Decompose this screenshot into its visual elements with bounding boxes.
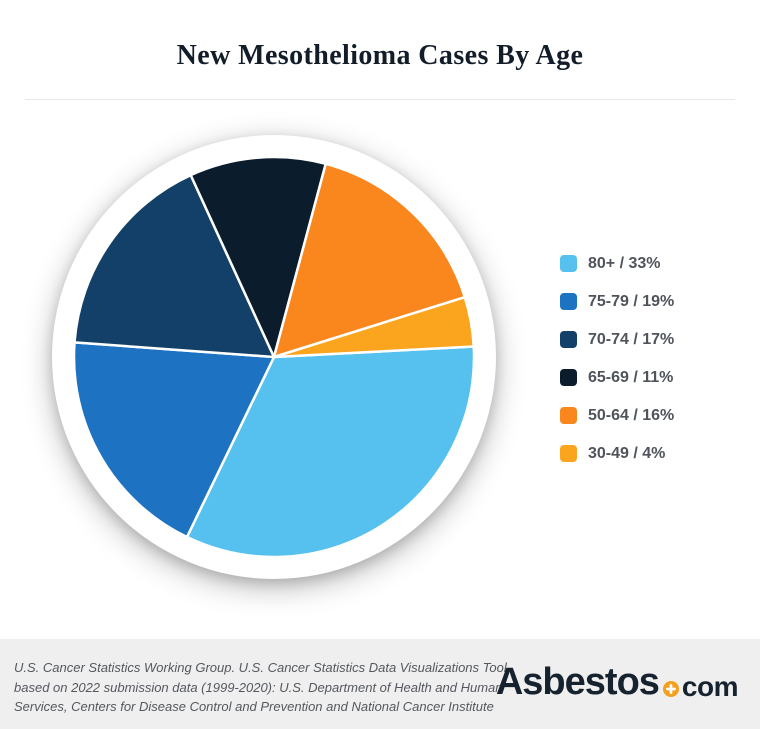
- title-divider: [25, 99, 735, 100]
- footer: U.S. Cancer Statistics Working Group. U.…: [0, 639, 760, 729]
- legend-swatch-icon: [560, 331, 577, 348]
- legend-swatch-icon: [560, 445, 577, 462]
- attribution-line: Services, Centers for Disease Control an…: [14, 699, 494, 714]
- legend-item-70-74: 70-74 / 17%: [560, 331, 674, 348]
- legend-item-30-49: 30-49 / 4%: [560, 445, 674, 462]
- legend-item-75-79: 75-79 / 19%: [560, 293, 674, 310]
- attribution-text: U.S. Cancer Statistics Working Group. U.…: [14, 658, 510, 717]
- attribution-line: U.S. Cancer Statistics Working Group. U.…: [14, 660, 511, 675]
- legend-swatch-icon: [560, 293, 577, 310]
- pie-slice-50-64: [272, 162, 467, 359]
- legend-label: 30-49 / 4%: [588, 444, 666, 462]
- pie-chart: [72, 155, 476, 559]
- legend-swatch-icon: [560, 369, 577, 386]
- pie-slice-30-49: [272, 295, 475, 359]
- legend-label: 80+ / 33%: [588, 254, 661, 272]
- pie-slice-65-69: [189, 155, 328, 359]
- legend-swatch-icon: [560, 255, 577, 272]
- attribution-line: based on 2022 submission data (1999-2020…: [14, 679, 503, 695]
- legend-label: 50-64 / 16%: [588, 406, 675, 424]
- logo-tld-text: com: [681, 671, 739, 703]
- pie-slice-70-74: [73, 173, 276, 359]
- legend-label: 75-79 / 19%: [588, 292, 675, 310]
- legend-item-65-69: 65-69 / 11%: [560, 369, 674, 386]
- legend-label: 65-69 / 11%: [588, 368, 674, 386]
- legend-label: 70-74 / 17%: [588, 330, 675, 348]
- legend-item-50-64: 50-64 / 16%: [560, 407, 674, 424]
- logo-brand-text: Asbestos: [495, 661, 660, 703]
- legend-item-80+: 80+ / 33%: [560, 255, 674, 272]
- legend: 80+ / 33% 75-79 / 19% 70-74 / 17% 65-69 / 1…: [560, 255, 674, 462]
- asbestos-logo: Asbestos com: [495, 661, 739, 703]
- pie-slice-75-79: [72, 341, 276, 539]
- legend-swatch-icon: [560, 407, 577, 424]
- pie-slice-80+: [185, 345, 476, 559]
- chart-title: New Mesothelioma Cases By Age: [176, 40, 584, 71]
- plus-icon: [662, 681, 679, 698]
